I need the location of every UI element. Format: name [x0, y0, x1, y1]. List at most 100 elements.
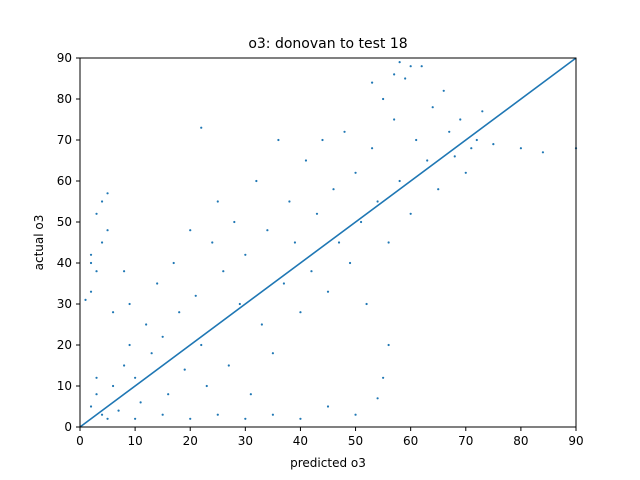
data-point [189, 229, 192, 232]
data-point [271, 352, 274, 355]
y-tick-label: 30 [57, 297, 72, 311]
data-point [370, 147, 374, 150]
x-tick-label: 90 [568, 434, 583, 448]
data-point [161, 413, 164, 416]
data-point [426, 159, 429, 162]
data-point [216, 413, 219, 416]
data-point [293, 241, 297, 244]
reference-line-path [79, 57, 577, 428]
data-point [200, 343, 203, 347]
plot-frame [79, 57, 577, 428]
data-point [233, 220, 236, 224]
data-point [387, 241, 390, 244]
data-point [310, 270, 313, 273]
data-point [100, 413, 104, 416]
data-point [431, 106, 434, 109]
data-point [156, 282, 159, 285]
data-point [354, 171, 357, 174]
data-point [398, 61, 401, 64]
data-point [288, 200, 291, 203]
data-point [365, 302, 368, 306]
data-point [216, 200, 219, 203]
data-point [244, 417, 247, 420]
data-point [128, 302, 131, 306]
data-point [382, 97, 385, 101]
x-axis-label: predicted o3 [290, 456, 366, 470]
x-tick-label: 40 [293, 434, 308, 448]
data-point [139, 401, 142, 404]
y-tick-label: 90 [57, 51, 72, 65]
data-point [470, 147, 473, 150]
data-point [376, 200, 379, 203]
data-point [200, 126, 203, 129]
data-point [453, 155, 456, 158]
data-point [100, 200, 104, 203]
data-point [106, 229, 109, 232]
data-point [519, 147, 522, 150]
data-point [271, 413, 274, 416]
data-point [172, 261, 175, 265]
data-point [332, 188, 335, 191]
data-point [106, 417, 109, 420]
data-point [337, 241, 341, 244]
data-point [448, 130, 451, 133]
data-point [167, 393, 170, 396]
data-point [117, 409, 120, 412]
x-tick-label: 60 [403, 434, 418, 448]
data-point [106, 192, 109, 195]
data-point [282, 282, 286, 285]
data-point [244, 253, 247, 256]
data-point [420, 65, 423, 68]
x-tick-label: 50 [348, 434, 363, 448]
data-point [89, 253, 93, 256]
data-point [437, 188, 440, 191]
data-point [194, 294, 197, 297]
data-point [299, 311, 302, 314]
data-point [387, 343, 390, 347]
data-point [359, 220, 363, 224]
data-point [481, 110, 484, 113]
data-point [95, 376, 98, 379]
data-point [128, 343, 131, 347]
reference-line [79, 57, 577, 428]
data-point [348, 261, 352, 265]
data-point [442, 89, 445, 92]
data-point [326, 405, 330, 408]
data-point [89, 290, 93, 293]
data-point [326, 290, 330, 293]
data-point [89, 405, 93, 408]
data-point [409, 65, 412, 68]
data-point [249, 393, 252, 396]
y-axis-label: actual o3 [32, 215, 46, 271]
data-point [111, 311, 115, 314]
data-point [95, 393, 98, 396]
data-point [183, 368, 186, 371]
data-point [95, 270, 98, 273]
data-point [398, 179, 401, 183]
data-point [227, 364, 230, 367]
data-point [393, 118, 396, 121]
chart-title: o3: donovan to test 18 [248, 36, 407, 52]
y-tick-label: 50 [57, 215, 72, 229]
data-point [145, 323, 148, 326]
x-tick-label: 80 [513, 434, 528, 448]
data-point [321, 138, 324, 142]
data-point [95, 212, 98, 215]
data-point [541, 151, 545, 154]
x-tick-label: 30 [238, 434, 253, 448]
data-point [266, 229, 269, 232]
data-points [84, 61, 578, 420]
data-point [354, 413, 357, 416]
data-point [111, 384, 115, 388]
data-point [315, 212, 319, 215]
data-point [122, 270, 126, 273]
data-point [299, 417, 302, 420]
y-tick-label: 80 [57, 92, 72, 106]
data-point [404, 77, 407, 80]
x-axis-ticks: 0 10 20 30 40 50 60 70 80 90 [76, 427, 584, 448]
y-tick-label: 10 [57, 379, 72, 393]
y-tick-label: 20 [57, 338, 72, 352]
data-point [150, 352, 153, 355]
y-tick-label: 0 [64, 420, 72, 434]
